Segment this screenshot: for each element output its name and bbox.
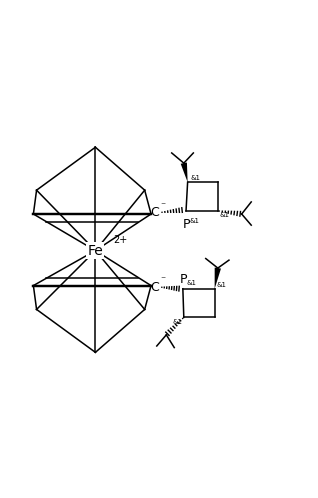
Text: &1: &1 xyxy=(172,319,182,325)
Polygon shape xyxy=(215,267,221,289)
Text: &1: &1 xyxy=(219,212,229,218)
Polygon shape xyxy=(181,162,188,182)
Text: P: P xyxy=(180,273,187,286)
Text: &1: &1 xyxy=(189,218,199,224)
Text: ⁻: ⁻ xyxy=(160,201,165,211)
Text: P: P xyxy=(183,218,190,231)
Text: C: C xyxy=(150,206,159,219)
Text: &1: &1 xyxy=(186,279,196,285)
Text: 2+: 2+ xyxy=(113,235,127,245)
Text: &1: &1 xyxy=(191,175,201,181)
Text: ⁻: ⁻ xyxy=(160,275,165,285)
Text: C: C xyxy=(150,281,159,294)
Text: Fe: Fe xyxy=(87,244,103,257)
Text: &1: &1 xyxy=(216,282,226,288)
